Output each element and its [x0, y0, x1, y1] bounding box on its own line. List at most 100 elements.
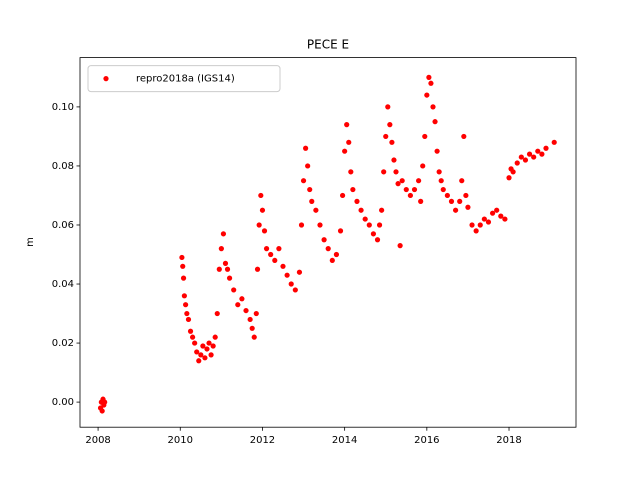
data-point	[99, 408, 105, 414]
data-point	[543, 145, 549, 151]
data-point	[498, 213, 504, 219]
data-point	[183, 302, 189, 308]
data-point	[459, 178, 465, 184]
data-point	[395, 181, 401, 187]
data-point	[344, 122, 350, 128]
x-tick-label: 2014	[332, 435, 357, 446]
data-point	[184, 310, 190, 317]
data-point	[436, 169, 442, 175]
data-point	[268, 251, 274, 258]
data-point	[254, 266, 261, 272]
data-point	[539, 151, 545, 157]
y-axis-label: m	[25, 237, 36, 247]
data-point	[212, 334, 218, 340]
data-point	[313, 207, 319, 213]
data-point	[292, 287, 298, 293]
data-point	[296, 269, 303, 275]
data-point	[200, 343, 206, 349]
data-point	[222, 260, 229, 266]
data-point	[263, 245, 270, 252]
data-point	[418, 198, 424, 204]
data-point	[551, 139, 557, 145]
data-point	[535, 148, 541, 154]
data-point	[428, 80, 434, 86]
data-point	[374, 237, 381, 243]
data-point	[477, 222, 483, 228]
data-point	[249, 325, 255, 331]
data-point	[305, 163, 311, 169]
data-point	[280, 263, 286, 269]
data-point	[432, 119, 438, 125]
data-point	[272, 257, 278, 264]
data-point	[391, 157, 397, 163]
data-point	[399, 178, 405, 184]
data-point	[407, 192, 413, 199]
data-point	[220, 231, 227, 237]
data-point	[339, 192, 346, 199]
data-point	[333, 251, 340, 258]
data-point	[422, 133, 428, 140]
data-point	[438, 178, 444, 184]
data-point	[489, 210, 496, 216]
data-point	[379, 207, 385, 213]
data-point	[179, 254, 185, 261]
data-point	[210, 343, 216, 349]
y-tick-label: 0.04	[52, 279, 74, 290]
data-point	[226, 275, 233, 281]
data-point	[208, 352, 214, 358]
data-point	[430, 104, 436, 110]
data-point	[192, 340, 198, 346]
data-point	[321, 237, 327, 243]
data-point	[473, 228, 479, 234]
data-point	[348, 169, 354, 175]
data-point	[224, 266, 231, 272]
data-point	[346, 139, 352, 145]
data-point	[387, 122, 393, 128]
y-tick-label: 0.06	[52, 220, 74, 231]
data-point	[522, 157, 529, 163]
data-point	[362, 216, 368, 222]
data-point	[342, 148, 348, 154]
data-point	[218, 245, 224, 252]
data-point	[366, 222, 372, 228]
y-tick-label: 0.00	[52, 397, 74, 408]
data-point	[354, 198, 360, 204]
data-point	[376, 222, 383, 228]
data-point	[231, 287, 237, 293]
data-point	[416, 178, 422, 184]
data-point	[485, 219, 492, 225]
y-tick-label: 0.02	[52, 338, 74, 349]
data-point	[448, 198, 455, 204]
data-point	[276, 245, 282, 252]
y-tick-label: 0.08	[52, 161, 74, 172]
data-point	[393, 169, 399, 175]
data-point	[502, 216, 508, 222]
legend-label: repro2018a (IGS14)	[136, 74, 235, 85]
data-point	[526, 151, 533, 157]
x-tick-label: 2012	[250, 435, 275, 446]
data-point	[198, 352, 204, 358]
data-point	[424, 92, 430, 98]
data-point	[259, 207, 266, 213]
data-point	[309, 198, 315, 204]
x-tick-label: 2010	[168, 435, 193, 446]
data-point	[510, 169, 516, 175]
data-point	[381, 169, 387, 175]
data-point	[243, 307, 249, 314]
data-point	[303, 145, 309, 151]
data-point	[239, 296, 245, 302]
data-point	[383, 133, 389, 140]
x-tick-label: 2008	[85, 435, 110, 446]
data-point	[235, 302, 241, 308]
data-point	[426, 74, 432, 80]
data-point	[189, 334, 196, 340]
data-point	[284, 272, 290, 278]
data-point	[216, 266, 222, 272]
data-point	[411, 186, 418, 193]
data-point	[185, 316, 192, 323]
data-point	[247, 316, 253, 323]
data-point	[214, 310, 220, 317]
data-point	[481, 216, 487, 222]
x-tick-label: 2016	[414, 435, 439, 446]
